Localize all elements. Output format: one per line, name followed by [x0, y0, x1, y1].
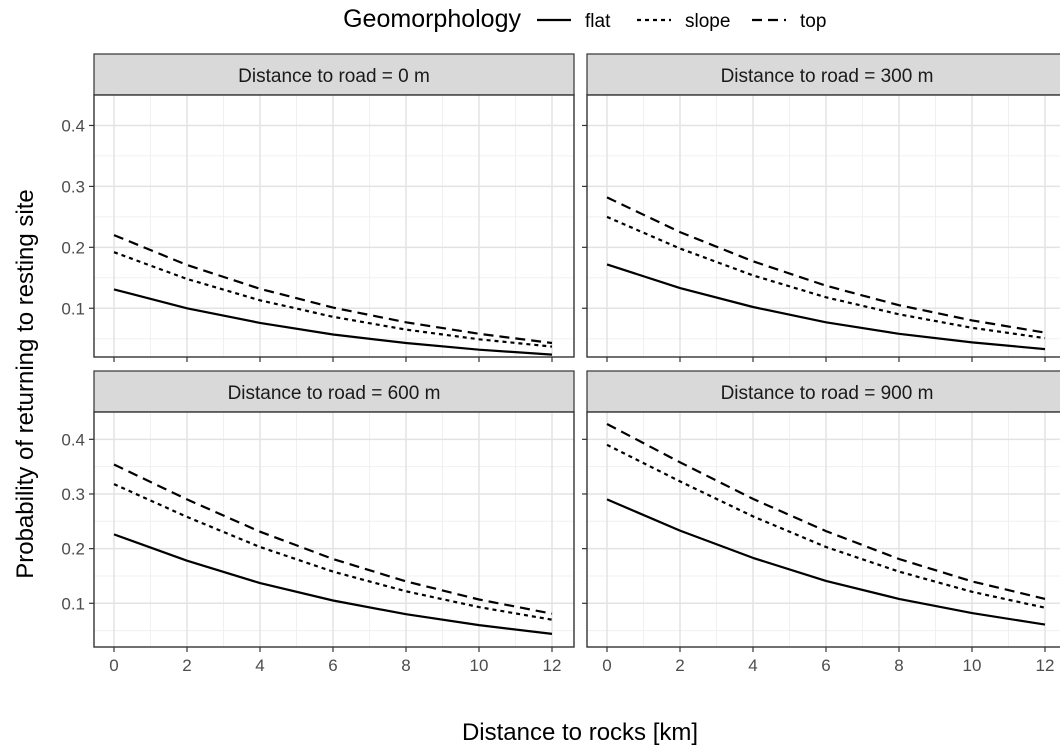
panel-3: Distance to road = 600 m 0.1 0.2 0.3 0.4 0 2 4 6…	[61, 371, 574, 675]
legend: Geomorphology flat slope top	[343, 5, 826, 33]
plot-area	[94, 95, 574, 357]
x-tick-label: 4	[748, 656, 757, 675]
legend-title: Geomorphology	[343, 5, 521, 33]
y-tick-label: 0.4	[61, 116, 85, 135]
y-axis-title: Probability of returning to resting site	[12, 189, 39, 579]
x-tick-label: 0	[109, 656, 118, 675]
legend-label-slope: slope	[685, 11, 730, 32]
facet-strip-title: Distance to road = 300 m	[721, 66, 934, 87]
legend-label-top: top	[800, 11, 826, 32]
panel-2: Distance to road = 300 m	[582, 54, 1060, 362]
x-tick-label: 2	[182, 656, 191, 675]
facet-strip-title: Distance to road = 900 m	[721, 383, 934, 404]
panel-1: Distance to road = 0 m 0.1 0.2 0.3 0.4	[61, 54, 574, 362]
x-tick-label: 8	[401, 656, 410, 675]
y-tick-label: 0.4	[61, 430, 85, 449]
x-tick-label: 12	[543, 656, 562, 675]
x-tick-label: 4	[255, 656, 264, 675]
x-tick-label: 10	[470, 656, 489, 675]
y-tick-label: 0.1	[61, 594, 85, 613]
x-tick-label: 6	[821, 656, 830, 675]
plot-area	[587, 95, 1060, 357]
panel-4: Distance to road = 900 m 0 2 4 6 8 10 12	[582, 371, 1060, 675]
y-tick-label: 0.3	[61, 177, 85, 196]
y-tick-label: 0.3	[61, 485, 85, 504]
x-tick-label: 8	[894, 656, 903, 675]
x-tick-label: 2	[675, 656, 684, 675]
facet-strip-title: Distance to road = 600 m	[228, 383, 441, 404]
legend-label-flat: flat	[585, 11, 611, 32]
x-axis-title: Distance to rocks [km]	[462, 719, 698, 746]
x-tick-label: 10	[963, 656, 982, 675]
x-tick-label: 6	[328, 656, 337, 675]
x-tick-label: 0	[602, 656, 611, 675]
x-tick-label: 12	[1036, 656, 1055, 675]
y-tick-label: 0.2	[61, 540, 85, 559]
y-tick-label: 0.1	[61, 299, 85, 318]
y-tick-label: 0.2	[61, 238, 85, 257]
facet-strip-title: Distance to road = 0 m	[238, 66, 430, 87]
